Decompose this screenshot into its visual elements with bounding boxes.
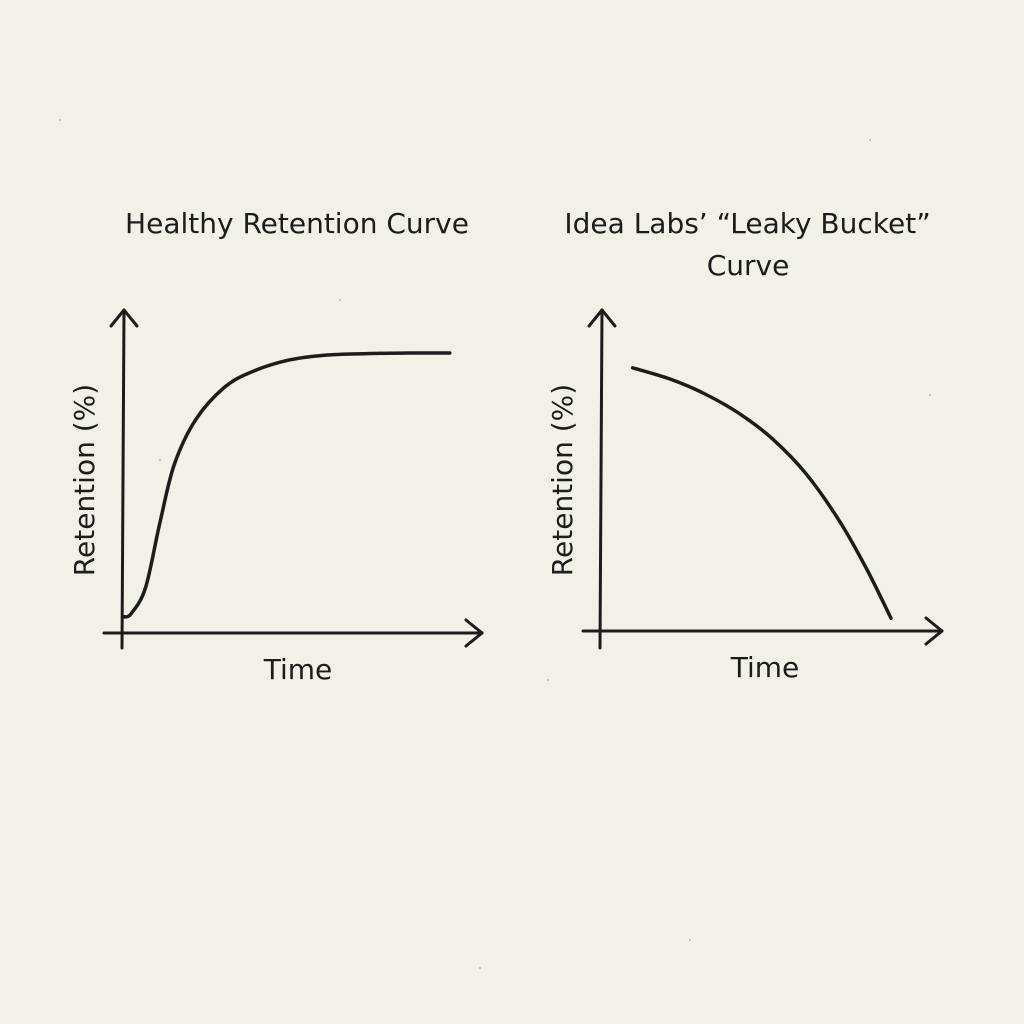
y-axis-arrow (109, 308, 139, 328)
x-axis-label: Time (730, 651, 800, 684)
y-axis-label: Retention (%) (68, 384, 101, 576)
retention-curve-line (630, 366, 893, 620)
y-axis-arrow (587, 308, 617, 328)
paper-texture (59, 119, 931, 969)
y-axis-label: Retention (%) (546, 384, 579, 576)
y-axis (120, 308, 126, 650)
y-axis (598, 308, 604, 650)
chart-title-line-2: Curve (707, 249, 790, 282)
x-axis-label: Time (263, 653, 333, 686)
chart-leaky-bucket: Idea Labs’ “Leaky Bucket” Curve Retentio… (546, 207, 944, 684)
retention-curve-line (122, 351, 452, 619)
x-axis-arrow (924, 616, 944, 646)
x-axis-arrow (464, 618, 484, 648)
chart-title-line-1: Idea Labs’ “Leaky Bucket” (564, 207, 930, 240)
chart-healthy-retention: Healthy Retention Curve Retention (%) Ti… (68, 207, 484, 686)
chart-title: Healthy Retention Curve (125, 207, 469, 240)
chart-title: Idea Labs’ “Leaky Bucket” Curve (564, 207, 939, 282)
